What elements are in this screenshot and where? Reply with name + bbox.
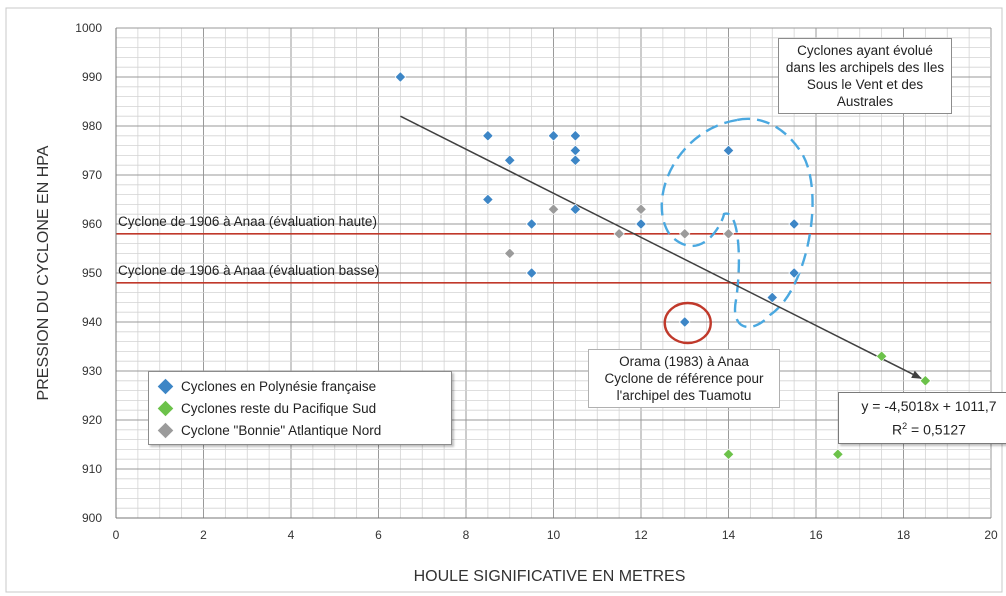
r2-value: = 0,5127 xyxy=(907,421,966,438)
data-point xyxy=(679,228,691,240)
y-tick-label: 990 xyxy=(82,70,102,84)
data-point xyxy=(722,144,735,157)
y-tick-label: 970 xyxy=(82,168,102,182)
data-point xyxy=(635,203,647,215)
data-point xyxy=(504,154,516,166)
trend-line-group xyxy=(400,115,922,380)
reference-line-label: Cyclone de 1906 à Anaa (évaluation basse… xyxy=(118,263,379,278)
data-point xyxy=(679,316,691,328)
y-tick-label: 910 xyxy=(82,462,102,476)
reference-lines xyxy=(116,233,991,284)
data-point xyxy=(504,247,516,260)
highlight-dashed-ellipse xyxy=(660,117,814,329)
x-tick-label: 4 xyxy=(288,528,295,542)
y-tick-label: 960 xyxy=(82,217,102,231)
r2-exponent: 2 xyxy=(902,421,908,431)
data-point xyxy=(766,291,778,304)
x-tick-label: 2 xyxy=(200,528,207,542)
reference-line-label: Cyclone de 1906 à Anaa (évaluation haute… xyxy=(118,214,377,229)
y-tick-label: 930 xyxy=(82,364,102,378)
x-tick-label: 8 xyxy=(463,528,470,542)
legend-label: Cyclone "Bonnie" Atlantique Nord xyxy=(181,422,382,438)
legend-swatch-polynesie xyxy=(157,378,174,394)
data-point xyxy=(919,375,931,387)
data-point xyxy=(547,203,560,215)
data-point xyxy=(876,350,888,362)
legend-label: Cyclones reste du Pacifique Sud xyxy=(181,400,377,416)
y-tick-label: 920 xyxy=(82,413,102,427)
data-points xyxy=(394,71,931,460)
annotation-archipels: Cyclones ayant évolué dans les archipels… xyxy=(778,38,952,114)
annotation-orama-subtitle: Cyclone de référence pour l'archipel des… xyxy=(604,371,764,403)
x-tick-label: 20 xyxy=(984,528,998,542)
data-point xyxy=(722,228,735,240)
chart-labels: HOULE SIGNIFICATIVE EN METRES PRESSION DU… xyxy=(35,145,685,585)
data-point xyxy=(788,218,800,230)
data-point xyxy=(526,218,538,230)
x-tick-label: 6 xyxy=(375,528,382,542)
legend-label: Cyclones en Polynésie française xyxy=(181,378,377,394)
data-point xyxy=(547,130,560,142)
legend-entry: Cyclones en Polynésie française xyxy=(157,375,443,397)
data-point xyxy=(788,267,800,279)
data-point xyxy=(482,130,494,142)
data-point xyxy=(482,193,494,206)
legend-entry: Cyclones reste du Pacifique Sud xyxy=(157,397,443,419)
legend-entry: Cyclone "Bonnie" Atlantique Nord xyxy=(157,419,443,441)
x-tick-label: 14 xyxy=(722,528,736,542)
data-point xyxy=(722,448,735,460)
legend-swatch-pacifique xyxy=(157,400,174,416)
x-tick-label: 10 xyxy=(547,528,561,542)
y-tick-label: 980 xyxy=(82,119,102,133)
data-point xyxy=(569,154,581,166)
x-axis-title: HOULE SIGNIFICATIVE EN METRES xyxy=(414,568,686,585)
annotation-orama-title: Orama (1983) à Anaa xyxy=(619,354,749,369)
y-tick-label: 940 xyxy=(82,315,102,329)
highlight-shapes xyxy=(660,117,814,345)
annotation-orama: Orama (1983) à Anaa Cyclone de référence… xyxy=(588,349,780,408)
chart-axes: 0 2 4 6 8 10 12 14 16 18 20 900 910 920 930 940 950 960 97… xyxy=(75,21,998,542)
orama-highlight-circle xyxy=(663,301,712,345)
legend: Cyclones en Polynésie française Cyclones… xyxy=(148,371,452,445)
r2-symbol: R xyxy=(892,421,903,438)
x-tick-label: 18 xyxy=(897,528,911,542)
trendline-equation: y = -4,5018x + 1011,7 xyxy=(861,398,997,414)
y-tick-label: 900 xyxy=(82,511,102,525)
y-tick-label: 950 xyxy=(82,266,102,280)
data-point xyxy=(526,267,538,279)
x-tick-label: 16 xyxy=(809,528,823,542)
y-tick-label: 1000 xyxy=(75,21,102,35)
data-point xyxy=(569,130,581,142)
data-point xyxy=(569,203,581,215)
x-tick-label: 12 xyxy=(634,528,648,542)
x-tick-label: 0 xyxy=(113,528,120,542)
y-axis-title: PRESSION DU CYCLONE EN HPA xyxy=(35,145,52,400)
trend-line xyxy=(400,115,922,380)
legend-swatch-bonnie xyxy=(157,422,174,438)
data-point xyxy=(394,71,406,83)
trendline-r2: R2 = 0,5127 xyxy=(845,416,1006,440)
data-point xyxy=(635,218,647,230)
trendline-equation-box: y = -4,5018x + 1011,7 R2 = 0,5127 xyxy=(838,392,1006,444)
data-point xyxy=(832,448,844,460)
data-point xyxy=(613,228,625,240)
